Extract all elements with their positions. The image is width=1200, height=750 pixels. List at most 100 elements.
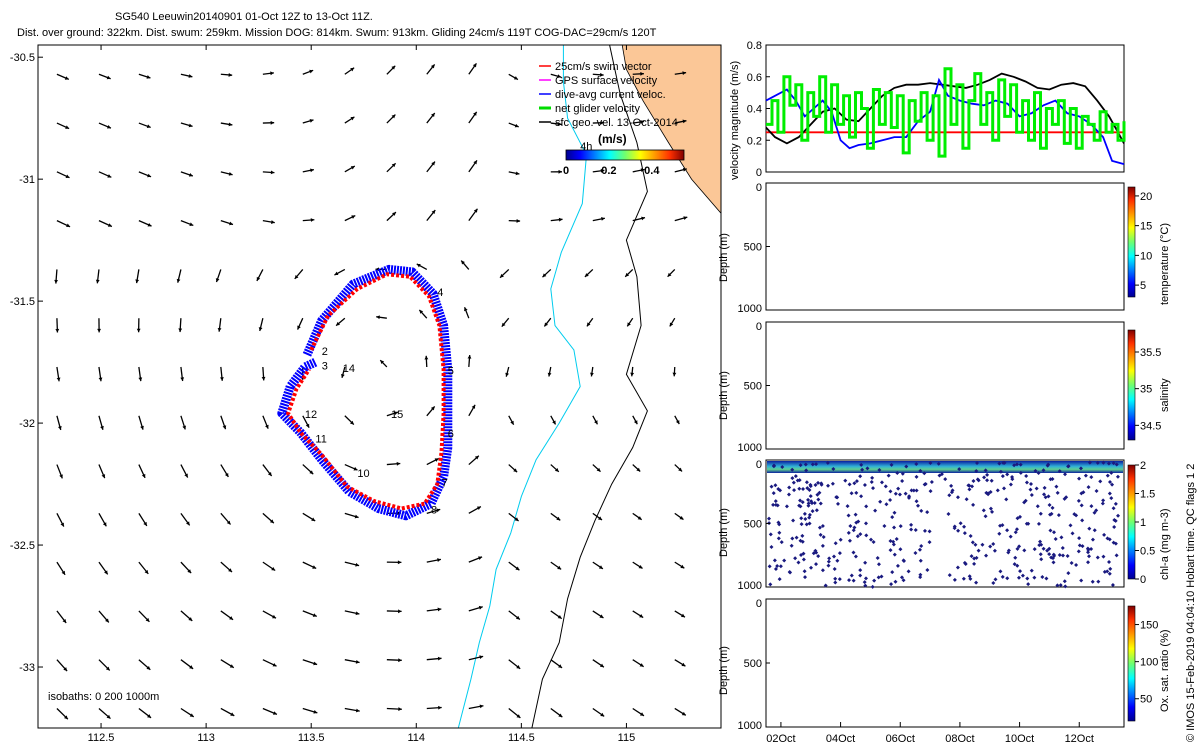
chl-sample-point: [1016, 575, 1021, 580]
velocity-y-tick-label: 0: [756, 167, 762, 179]
current-arrow: [98, 513, 107, 527]
chl-sample-point: [820, 568, 825, 573]
current-arrow: [592, 659, 605, 668]
chl-sample-point: [823, 583, 828, 588]
current-arrow: [542, 268, 552, 278]
current-arrow-head: [98, 377, 103, 382]
current-arrow-head: [188, 173, 193, 177]
chl-sample-point: [1006, 550, 1011, 555]
isobath-200m: [457, 45, 588, 728]
current-arrow-head: [516, 714, 521, 718]
chl-sample-point: [813, 548, 818, 553]
chl-sample-point: [918, 575, 923, 580]
chl-sample-point: [900, 471, 905, 476]
chl-sample-point: [898, 547, 903, 552]
chl-sample-point: [1014, 462, 1019, 467]
current-arrow: [262, 561, 276, 572]
current-arrow: [262, 415, 269, 429]
current-arrow: [550, 169, 563, 174]
current-arrow-head: [682, 71, 687, 76]
chl-sample-point: [798, 538, 803, 543]
chl-sample-point: [1041, 546, 1046, 551]
legend-entry-dac: dive-avg current veloc.: [539, 89, 666, 101]
chl-sample-point: [817, 490, 822, 495]
chl-colorbar: [1127, 464, 1136, 580]
chl-sample-point: [798, 498, 803, 503]
current-arrow-head: [65, 125, 70, 129]
chl-sample-point: [826, 559, 831, 564]
chl-sample-point: [777, 577, 782, 582]
current-arrow-head: [105, 618, 109, 623]
colorbar-tick-label: 0.5: [1140, 546, 1155, 558]
current-arrow: [468, 455, 480, 466]
chl-sample-point: [1106, 461, 1111, 466]
current-arrow-head: [341, 373, 345, 378]
current-arrow-head: [558, 217, 563, 222]
current-arrow: [56, 610, 67, 624]
current-arrow: [460, 260, 470, 270]
current-arrow-head: [272, 711, 277, 715]
current-arrow-head: [474, 455, 479, 460]
chl-sample-point: [799, 522, 804, 527]
current-arrow: [261, 366, 266, 381]
chl-sample-point: [1018, 569, 1023, 574]
current-arrow-head: [334, 271, 339, 276]
chl-sample-point: [1012, 562, 1017, 567]
chl-colorbar-label: chl-a (mg m-3): [1159, 508, 1171, 580]
chl-sample-point: [962, 524, 967, 529]
current-arrow-head: [224, 472, 229, 477]
chl-sample-point: [802, 569, 807, 574]
current-arrow: [138, 122, 151, 129]
chl-sample-point: [1026, 582, 1031, 587]
oxygen-panel: Depth (m) 0 500 1000 50 100 150 Ox. sat. rat…: [718, 598, 1171, 745]
map-x-tick-label: 114: [408, 732, 426, 744]
current-arrow: [674, 464, 683, 472]
current-arrow-head: [558, 169, 563, 174]
current-arrow-head: [598, 565, 603, 569]
map-legend: 25cm/s swim vector GPS surface velocity …: [539, 61, 678, 129]
chl-sample-point: [820, 543, 825, 548]
chl-sample-point: [1083, 473, 1088, 478]
chl-sample-point: [1047, 546, 1052, 551]
chl-frame: [765, 459, 1125, 588]
current-arrow: [592, 415, 599, 425]
chl-sample-point: [832, 567, 837, 572]
chl-sample-point: [818, 501, 823, 506]
chl-sample-point: [980, 542, 985, 547]
chl-sample-point: [814, 462, 819, 467]
current-arrow-head: [217, 327, 222, 332]
current-arrow-head: [398, 658, 402, 663]
current-arrow-head: [478, 556, 483, 560]
oxygen-colorbar-ticks: 50 100 150: [1135, 620, 1158, 706]
chl-sample-point: [998, 569, 1003, 574]
chl-sample-point: [1074, 563, 1079, 568]
current-arrow-head: [228, 73, 233, 77]
current-arrow: [344, 116, 355, 124]
chl-sample-point: [871, 540, 876, 545]
current-arrow-head: [64, 76, 69, 80]
current-arrow-head: [682, 167, 687, 172]
current-arrow: [56, 659, 68, 672]
chl-sample-point: [983, 468, 988, 473]
current-arrow-head: [430, 64, 435, 69]
chl-sample-point: [771, 491, 776, 496]
current-arrow-head: [350, 116, 355, 121]
current-arrow: [592, 72, 604, 77]
chl-sample-point: [1090, 579, 1095, 584]
track-day-label: 2: [322, 346, 328, 358]
chl-sample-point: [1057, 469, 1062, 474]
chl-sample-point: [1015, 563, 1020, 568]
current-arrow: [97, 318, 101, 333]
legend-entry-net: net glider velocity: [539, 103, 640, 115]
track-day-label: 15: [391, 409, 403, 421]
current-arrow-head: [599, 72, 604, 77]
current-arrow: [335, 317, 346, 327]
track-day-label: 3: [322, 360, 328, 372]
chl-sample-point: [925, 568, 930, 573]
velocity-y-tick-label: 0.4: [747, 104, 762, 116]
current-arrow-head: [138, 377, 143, 382]
chl-sample-point: [991, 542, 996, 547]
chl-sample-point: [952, 524, 957, 529]
chl-sample-point: [819, 482, 824, 487]
current-arrow: [632, 168, 645, 173]
